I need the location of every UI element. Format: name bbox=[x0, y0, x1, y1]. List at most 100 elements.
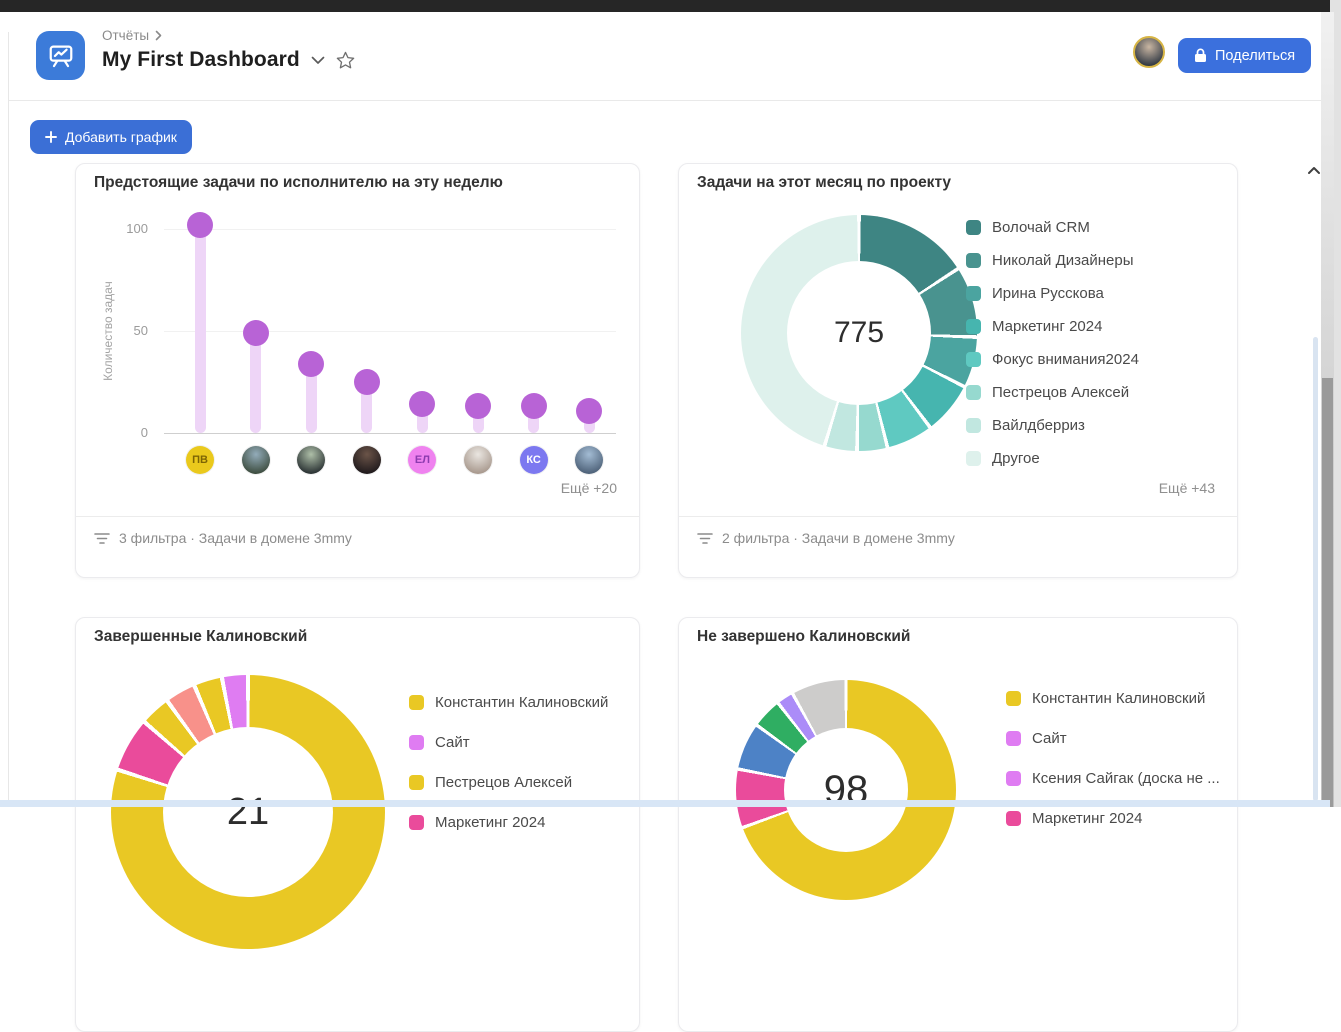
chart-title: Задачи на этот месяц по проекту bbox=[697, 174, 952, 191]
legend-label: Ирина Русскова bbox=[992, 285, 1104, 302]
y-tick-label: 50 bbox=[133, 323, 148, 338]
lock-icon bbox=[1195, 48, 1206, 62]
star-icon[interactable] bbox=[336, 51, 355, 69]
filters-summary[interactable]: 2 фильтра · Задачи в домене 3mmy bbox=[697, 530, 955, 546]
donut-chart[interactable]: 775 bbox=[741, 215, 977, 451]
share-button[interactable]: Поделиться bbox=[1178, 38, 1312, 73]
legend-label: Фокус внимания2024 bbox=[992, 351, 1139, 368]
axis-avatar[interactable]: КС bbox=[519, 446, 548, 474]
legend-swatch bbox=[1006, 730, 1021, 746]
legend-label: Маркетинг 2024 bbox=[992, 318, 1103, 335]
chevron-down-icon[interactable] bbox=[311, 56, 325, 65]
filter-icon bbox=[94, 532, 110, 544]
legend-item[interactable]: Маркетинг 2024 bbox=[409, 802, 608, 842]
card-divider bbox=[76, 516, 639, 517]
legend-swatch bbox=[409, 694, 424, 710]
user-avatar[interactable] bbox=[1133, 36, 1165, 68]
legend-swatch bbox=[409, 774, 424, 790]
dashboard-app-icon bbox=[36, 31, 85, 80]
axis-avatar[interactable] bbox=[464, 446, 492, 474]
legend-swatch bbox=[409, 814, 424, 830]
lollipop-stem bbox=[472, 406, 484, 433]
show-more-link[interactable]: Ещё +20 bbox=[560, 480, 617, 496]
data-point[interactable] bbox=[465, 393, 491, 420]
legend-swatch bbox=[1006, 770, 1021, 786]
add-chart-label: Добавить график bbox=[65, 129, 177, 145]
gridline bbox=[164, 229, 616, 230]
legend-swatch bbox=[966, 286, 981, 301]
axis-avatar[interactable] bbox=[352, 446, 381, 474]
card-divider bbox=[679, 516, 1237, 517]
data-point[interactable] bbox=[353, 369, 380, 395]
legend-label: Другое bbox=[992, 450, 1040, 467]
legend-item[interactable]: Пестрецов Алексей bbox=[409, 762, 608, 802]
share-button-label: Поделиться bbox=[1215, 47, 1296, 64]
donut-total: 775 bbox=[833, 316, 885, 349]
legend-swatch bbox=[966, 220, 981, 235]
lollipop-stem bbox=[416, 404, 428, 433]
legend-label: Волочай CRM bbox=[992, 219, 1090, 236]
legend-label: Вайлдберриз bbox=[992, 417, 1085, 434]
filters-summary-text: 3 фильтра · Задачи в домене 3mmy bbox=[119, 530, 352, 546]
legend-item[interactable]: Ксения Сайгак (доска не ... bbox=[1006, 758, 1220, 798]
y-tick-label: 0 bbox=[140, 425, 148, 440]
presentation-chart-icon bbox=[49, 45, 72, 67]
breadcrumb[interactable]: Отчёты bbox=[102, 25, 355, 45]
donut-hole: 98 bbox=[784, 728, 908, 852]
legend-item[interactable]: Константин Калиновский bbox=[409, 682, 608, 722]
chart-title: Не завершено Калиновский bbox=[697, 628, 911, 645]
chart-card-incomplete-kalinovsky: Не завершено Калиновский 98 Константин К… bbox=[678, 617, 1238, 1032]
show-more-link[interactable]: Ещё +43 bbox=[1158, 480, 1215, 496]
legend-item[interactable]: Другое bbox=[966, 442, 1139, 475]
legend-label: Сайт bbox=[1032, 729, 1067, 747]
app-header: Отчёты My First Dashboard Поделиться bbox=[9, 12, 1321, 101]
legend-label: Пестрецов Алексей bbox=[435, 773, 573, 791]
legend-item[interactable]: Константин Калиновский bbox=[1006, 678, 1220, 718]
legend-item[interactable]: Волочай CRM bbox=[966, 211, 1139, 244]
data-point[interactable] bbox=[242, 320, 269, 347]
data-point[interactable] bbox=[520, 393, 547, 420]
legend-label: Константин Калиновский bbox=[1032, 689, 1206, 707]
window-scrollbar-thumb[interactable] bbox=[1322, 378, 1333, 807]
legend-item[interactable]: Николай Дизайнеры bbox=[966, 244, 1139, 277]
data-point[interactable] bbox=[298, 350, 325, 377]
dashboard-scrollbar-thumb[interactable] bbox=[1313, 337, 1318, 801]
legend-item[interactable]: Ирина Русскова bbox=[966, 277, 1139, 310]
window-title-bar bbox=[0, 0, 1330, 12]
donut-chart[interactable]: 98 bbox=[736, 680, 956, 900]
legend-item[interactable]: Фокус внимания2024 bbox=[966, 343, 1139, 376]
legend-label: Сайт bbox=[435, 733, 470, 751]
legend-swatch bbox=[409, 734, 424, 750]
legend-item[interactable]: Маркетинг 2024 bbox=[966, 310, 1139, 343]
legend-swatch bbox=[966, 451, 981, 466]
donut-hole: 21 bbox=[163, 727, 333, 897]
data-point[interactable] bbox=[409, 391, 436, 418]
donut-chart[interactable]: 21 bbox=[111, 675, 385, 949]
filter-icon bbox=[697, 532, 713, 544]
axis-avatar[interactable]: ЕЛ bbox=[408, 446, 437, 474]
data-point[interactable] bbox=[576, 397, 603, 424]
legend-item[interactable]: Сайт bbox=[1006, 718, 1220, 758]
data-point[interactable] bbox=[187, 211, 213, 238]
add-chart-button[interactable]: Добавить график bbox=[30, 120, 192, 154]
axis-avatar[interactable] bbox=[297, 446, 326, 474]
axis-avatar[interactable]: ПВ bbox=[186, 446, 214, 474]
axis-avatar[interactable] bbox=[575, 446, 604, 474]
window-right-edge bbox=[1330, 0, 1341, 807]
legend-swatch bbox=[1006, 690, 1021, 706]
lollipop-stem bbox=[361, 382, 373, 433]
gridline bbox=[164, 433, 616, 434]
window-bottom-edge bbox=[0, 800, 1330, 807]
legend-swatch bbox=[1006, 810, 1021, 826]
axis-avatar[interactable] bbox=[241, 446, 270, 474]
scroll-up-icon[interactable] bbox=[1306, 164, 1322, 178]
legend-label: Ксения Сайгак (доска не ... bbox=[1032, 769, 1220, 787]
legend-item[interactable]: Пестрецов Алексей bbox=[966, 376, 1139, 409]
legend-item[interactable]: Сайт bbox=[409, 722, 608, 762]
filters-summary[interactable]: 3 фильтра · Задачи в домене 3mmy bbox=[94, 530, 352, 546]
chart-card-month-by-project: Задачи на этот месяц по проекту 775 Воло… bbox=[678, 163, 1238, 578]
breadcrumb-label[interactable]: Отчёты bbox=[102, 27, 150, 43]
window-left-edge bbox=[8, 32, 9, 800]
legend-item[interactable]: Вайлдберриз bbox=[966, 409, 1139, 442]
lollipop-chart: Количество задач 100 50 0 ПВ ЕЛ КС bbox=[76, 164, 639, 577]
